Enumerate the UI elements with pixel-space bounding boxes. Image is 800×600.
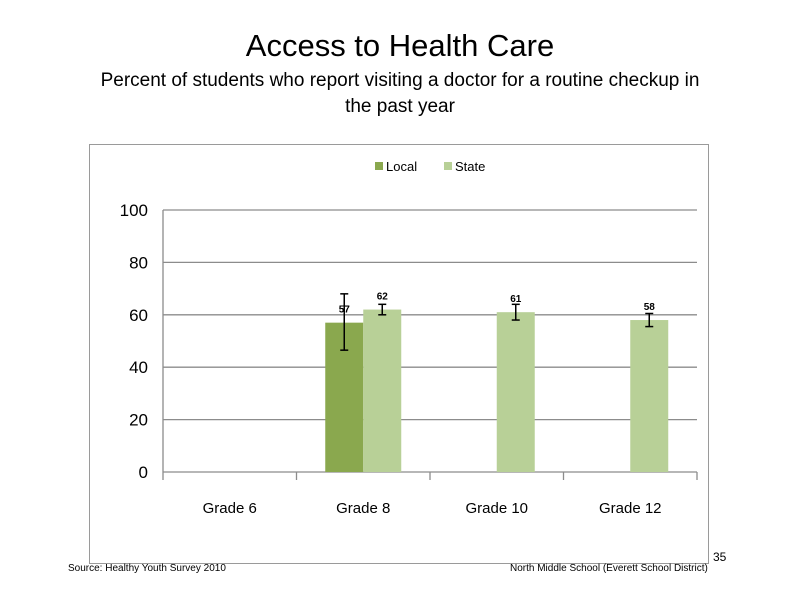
school-name: North Middle School (Everett School Dist… [510, 563, 708, 574]
page-number: 35 [713, 550, 727, 564]
x-tick-label: Grade 8 [336, 500, 390, 517]
legend-label-local: Local [386, 159, 417, 174]
x-tick-label: Grade 12 [599, 500, 662, 517]
data-label: 57 [339, 305, 351, 316]
y-tick-label: 80 [129, 253, 148, 272]
x-tick-label: Grade 10 [465, 500, 528, 517]
bar-state [496, 312, 535, 472]
legend-label-state: State [455, 159, 485, 174]
slide-title: Access to Health Care [245, 28, 555, 63]
data-label: 58 [644, 302, 656, 313]
x-tick-label: Grade 6 [203, 500, 257, 517]
y-tick-label: 60 [129, 306, 148, 325]
bar-state [363, 309, 402, 472]
legend-swatch-local [375, 162, 383, 170]
y-tick-label: 100 [120, 201, 148, 220]
legend-swatch-state [444, 162, 452, 170]
data-label: 62 [377, 292, 389, 303]
y-tick-label: 40 [129, 358, 148, 377]
bar-state [630, 320, 669, 472]
y-tick-label: 0 [139, 463, 148, 482]
source-note: Source: Healthy Youth Survey 2010 [68, 563, 226, 574]
data-label: 61 [510, 294, 522, 305]
slide-subtitle: Percent of students who report visiting … [100, 70, 700, 117]
y-tick-label: 20 [129, 411, 148, 430]
